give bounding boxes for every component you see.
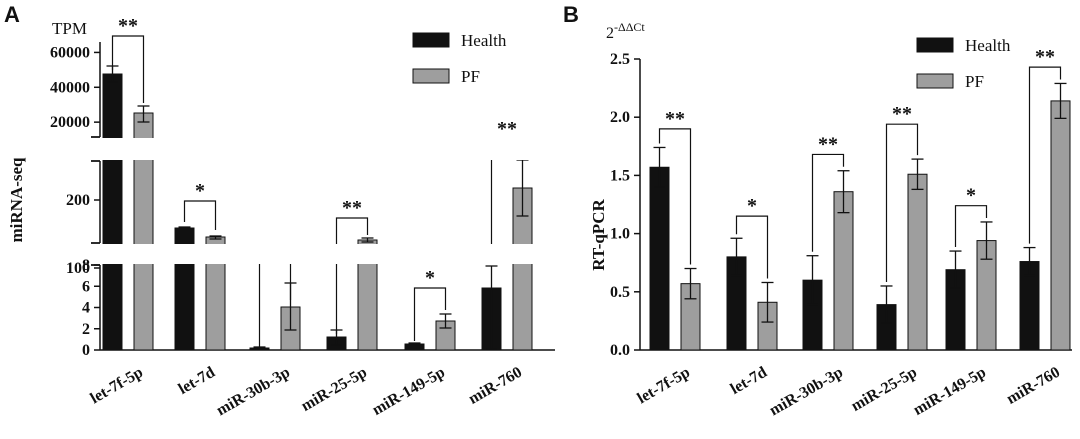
sig-b-miR-30b-3p-bracket xyxy=(811,153,845,252)
y-axis-label-a: miRNA-seq xyxy=(7,157,26,243)
legend-swatch-pf xyxy=(916,73,954,89)
y-tick-label-b-1.5: 1.5 xyxy=(610,167,630,184)
sig-a-let-7f-5p-label: ** xyxy=(118,15,138,37)
y-tick-label-b-1.0: 1.0 xyxy=(610,226,630,243)
sig-b-miR-149-5p-label: * xyxy=(966,185,976,207)
sig-a-miR-760-label: ** xyxy=(497,118,517,140)
x-tick-label-a-miR-760: miR-760 xyxy=(466,364,525,408)
sig-b-miR-760-bracket xyxy=(1028,66,1062,244)
bar-pf-miR-760 xyxy=(1050,100,1071,351)
axis-break-gap-1 xyxy=(101,244,556,264)
bars-a: ********* xyxy=(91,15,556,351)
y-tick-label-a-40000: 40000 xyxy=(50,79,90,96)
y-axis-b: 0.0 0.5 1.0 1.5 2.0 2.5 xyxy=(610,51,1072,359)
legend-b: Health PF xyxy=(916,36,1011,91)
panel-b: B 2-ΔΔCt RT-qPCR 0.00.51.01.52.02.5 ****… xyxy=(563,2,1072,419)
sig-b-let-7d-label: * xyxy=(747,195,757,217)
sig-a-let-7d-label: * xyxy=(195,180,205,202)
sig-a-let-7f-5p-bracket xyxy=(111,35,145,103)
x-tick-label-b-miR-30b-3p: miR-30b-3p xyxy=(767,364,846,420)
y-tick-label-a-100: 100 xyxy=(66,260,90,277)
sig-a-let-7d-bracket xyxy=(183,200,217,230)
y-tick-label-b-2.5: 2.5 xyxy=(610,51,630,68)
legend-label-health: Health xyxy=(461,31,507,50)
x-tick-label-a-let-7d: let-7d xyxy=(176,364,218,398)
legend-swatch-health xyxy=(916,37,954,53)
sig-a-miR-25-5p-bracket xyxy=(335,217,369,334)
sig-b-let-7f-5p-label: ** xyxy=(665,108,685,130)
bar-pf-miR-25-5p xyxy=(907,173,928,351)
legend-swatch-pf xyxy=(412,68,450,84)
x-tick-label-b-miR-760: miR-760 xyxy=(1004,364,1063,408)
legend-label-pf: PF xyxy=(461,67,480,86)
bar-pf-miR-30b-3p xyxy=(833,191,854,351)
axis-break-gap-0 xyxy=(101,138,556,160)
sig-b-miR-25-5p-label: ** xyxy=(892,103,912,125)
panel-letter-b: B xyxy=(563,2,579,27)
x-tick-label-a-let-7f-5p: let-7f-5p xyxy=(87,364,146,408)
sig-b-let-7d-bracket xyxy=(735,215,769,279)
bar-health-let-7f-5p xyxy=(102,73,123,351)
y-tick-label-a-200: 200 xyxy=(66,192,90,209)
legend-a: Health PF xyxy=(412,31,507,86)
sig-b-miR-25-5p-bracket xyxy=(885,123,919,282)
y-tick-label-a-4: 4 xyxy=(82,300,90,317)
sig-a-miR-149-5p-bracket xyxy=(413,287,447,341)
bar-health-let-7f-5p xyxy=(649,166,670,351)
legend-swatch-health xyxy=(412,32,450,48)
y-tick-label-b-2.0: 2.0 xyxy=(610,109,630,126)
sig-a-miR-149-5p-label: * xyxy=(425,267,435,289)
x-tick-label-a-miR-30b-3p: miR-30b-3p xyxy=(214,364,293,420)
unit-label-b: 2-ΔΔCt xyxy=(606,20,645,42)
y-tick-label-a-2: 2 xyxy=(82,321,90,338)
unit-label-a: TPM xyxy=(52,19,87,38)
legend-label-health: Health xyxy=(965,36,1011,55)
x-tick-label-b-miR-25-5p: miR-25-5p xyxy=(848,364,920,415)
sig-b-miR-149-5p-bracket xyxy=(954,205,988,248)
bars-b: ********** xyxy=(649,46,1071,351)
y-tick-label-a-8: 8 xyxy=(82,257,90,274)
sig-b-miR-30b-3p-label: ** xyxy=(818,133,838,155)
panel-letter-a: A xyxy=(4,2,20,27)
y-tick-label-a-20000: 20000 xyxy=(50,114,90,131)
x-tick-label-b-let-7d: let-7d xyxy=(728,364,770,398)
y-tick-label-a-60000: 60000 xyxy=(50,44,90,61)
y-tick-label-a-6: 6 xyxy=(82,278,90,295)
x-tick-label-a-miR-149-5p: miR-149-5p xyxy=(369,364,448,419)
x-tick-label-a-miR-25-5p: miR-25-5p xyxy=(298,364,370,415)
y-tick-label-b-0.0: 0.0 xyxy=(610,342,630,359)
y-axis-label-b: RT-qPCR xyxy=(589,199,608,271)
y-tick-label-a-0: 0 xyxy=(82,342,90,359)
x-tick-label-b-miR-149-5p: miR-149-5p xyxy=(910,364,989,419)
x-tick-label-b-let-7f-5p: let-7f-5p xyxy=(634,364,693,408)
y-tick-label-b-0.5: 0.5 xyxy=(610,284,630,301)
sig-a-miR-25-5p-label: ** xyxy=(342,197,362,219)
sig-b-let-7f-5p-bracket xyxy=(658,128,692,265)
sig-b-miR-760-label: ** xyxy=(1035,46,1055,68)
legend-label-pf: PF xyxy=(965,72,984,91)
